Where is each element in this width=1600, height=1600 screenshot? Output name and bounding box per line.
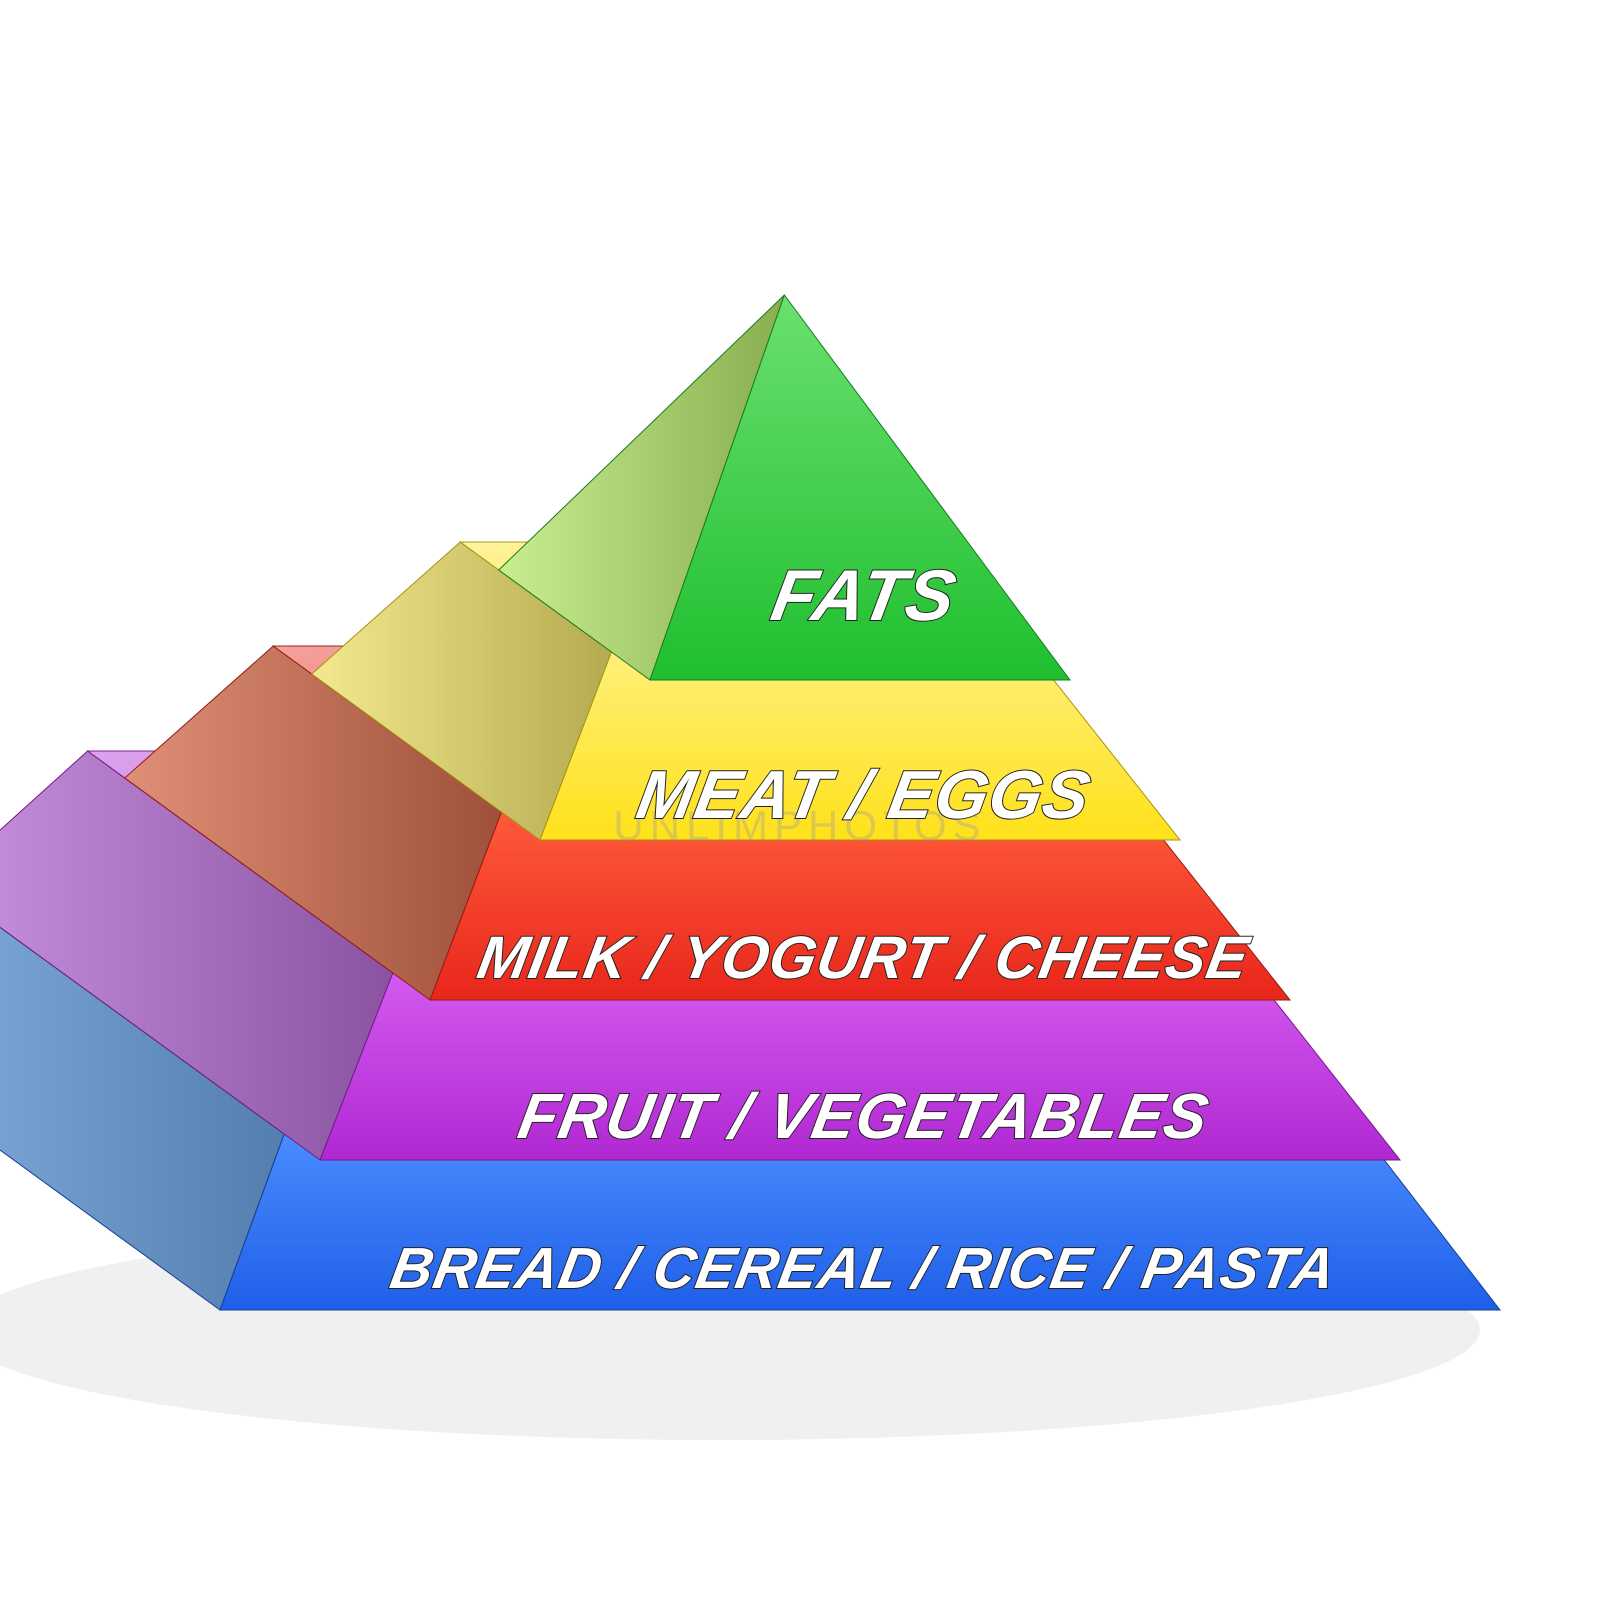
tier-label-fats: FATS — [766, 555, 963, 635]
tier-label-meat-eggs: MEAT / EGGS — [632, 756, 1097, 832]
tier-label-dairy: MILK / YOGURT / CHEESE — [473, 923, 1255, 990]
tier-label-grains: BREAD / CEREAL / RICE / PASTA — [386, 1236, 1341, 1301]
tier-label-fruit-veg: FRUIT / VEGETABLES — [513, 1080, 1214, 1151]
food-pyramid-diagram: UNLIMPHOTOSBREAD / CEREAL / RICE / PASTA… — [0, 0, 1600, 1600]
